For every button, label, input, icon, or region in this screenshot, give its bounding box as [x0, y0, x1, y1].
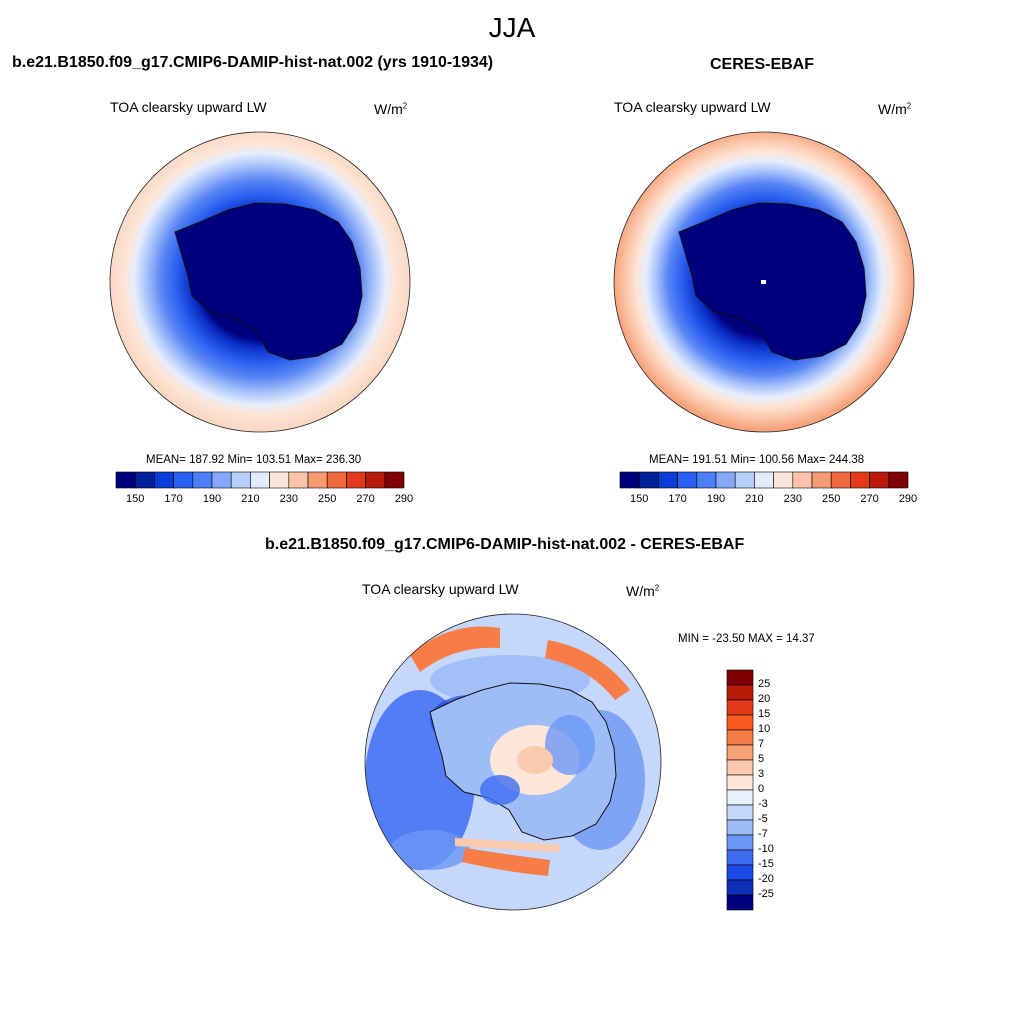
panel-1-colorbar-tick: 290: [394, 493, 414, 505]
panel-1-colorbar-tick: 150: [126, 493, 145, 505]
panel-3-title: b.e21.B1850.f09_g17.CMIP6-DAMIP-hist-nat…: [265, 536, 745, 553]
panel-1-title: b.e21.B1850.f09_g17.CMIP6-DAMIP-hist-nat…: [12, 54, 494, 71]
panel-2-colorbar-tick: 210: [745, 493, 764, 505]
panel-2-map-border: [613, 131, 915, 433]
panel-3-colorbar-swatch: [726, 849, 754, 866]
panel-3-colorbar-tick: 25: [758, 678, 771, 690]
panel-3-colorbar-tick: -7: [758, 828, 768, 840]
panel-3-colorbar-swatch: [726, 759, 754, 776]
panel-1-colorbar-tick: 250: [318, 493, 337, 505]
panel-3-colorbar-swatch: [726, 894, 754, 911]
panel-2-title: CERES-EBAF: [710, 56, 815, 73]
panel-3-colorbar-swatch: [726, 684, 754, 701]
panel-2-colorbar-tick: 270: [860, 493, 879, 505]
panel-3-colorbar-tick: 20: [758, 693, 771, 705]
panel-3-units: W/m2: [626, 583, 660, 599]
panel-3-colorbar-swatch: [726, 804, 754, 821]
panel-1-map-border: [109, 131, 411, 433]
panel-2-colorbar-tick: 290: [898, 493, 918, 505]
panel-1-antarctica-coast: [174, 202, 363, 361]
panel-1-colorbar-tick: 230: [279, 493, 298, 505]
panel-3-colorbar-swatch: [726, 699, 754, 716]
panel-2-colorbar-tick: 230: [783, 493, 802, 505]
panel-1-colorbar-tick: 170: [164, 493, 183, 505]
panel-3-colorbar-swatch: [726, 789, 754, 806]
panel-1-variable-label: TOA clearsky upward LW: [110, 99, 267, 115]
panel-3-stats: MIN = -23.50 MAX = 14.37: [678, 633, 815, 645]
panel-1-colorbar-tick: 190: [202, 493, 222, 505]
panel-3-colorbar-tick: 7: [758, 738, 765, 750]
panel-3-colorbar-swatch: [726, 774, 754, 791]
panel-2-colorbar-tick: 190: [706, 493, 726, 505]
panel-1-colorbar-tick: 270: [356, 493, 375, 505]
panel-3-colorbar-swatch: [726, 729, 754, 746]
panel-2-colorbar-tick: 170: [668, 493, 687, 505]
panel-2-colorbar-swatch: [888, 471, 909, 489]
panel-3-colorbar-swatch: [726, 714, 754, 731]
panel-3-colorbar-tick: -5: [758, 813, 768, 825]
panel-3-colorbar-swatch: [726, 744, 754, 761]
panel-3-colorbar-tick: -3: [758, 798, 768, 810]
panel-3-colorbar-swatch: [726, 819, 754, 836]
panel-3-colorbar-swatch: [726, 669, 754, 686]
panel-3-colorbar-tick: 5: [758, 753, 765, 765]
panel-3-colorbar-tick: 3: [758, 768, 765, 780]
panel-3-colorbar-tick: 10: [758, 723, 771, 735]
panel-3-colorbar-tick: -10: [758, 843, 774, 855]
panel-1-colorbar-swatch: [384, 471, 405, 489]
panel-2-colorbar-tick: 250: [822, 493, 841, 505]
panel-1-colorbar-tick: 210: [241, 493, 260, 505]
figure-title: JJA: [488, 12, 536, 43]
panel-2-units: W/m2: [878, 101, 912, 117]
panel-3-colorbar-tick: -15: [758, 858, 774, 870]
panel-3-colorbar-tick: 15: [758, 708, 771, 720]
panel-3-map-border: [364, 613, 662, 911]
panel-3-colorbar-tick: 0: [758, 783, 765, 795]
panel-2-colorbar-tick: 150: [630, 493, 649, 505]
panel-2-antarctica-coast: [678, 202, 867, 361]
panel-2-variable-label: TOA clearsky upward LW: [614, 99, 771, 115]
panel-3-colorbar-swatch: [726, 864, 754, 881]
panel-3-colorbar-swatch: [726, 879, 754, 896]
panel-3-colorbar-tick: -25: [758, 888, 774, 900]
panel-1-units: W/m2: [374, 101, 408, 117]
panel-1-stats: MEAN= 187.92 Min= 103.51 Max= 236.30: [146, 454, 362, 466]
panel-2-stats: MEAN= 191.51 Min= 100.56 Max= 244.38: [649, 454, 865, 466]
panel-3-colorbar-swatch: [726, 834, 754, 851]
panel-3-variable-label: TOA clearsky upward LW: [362, 581, 519, 597]
panel-3-colorbar-tick: -20: [758, 873, 774, 885]
